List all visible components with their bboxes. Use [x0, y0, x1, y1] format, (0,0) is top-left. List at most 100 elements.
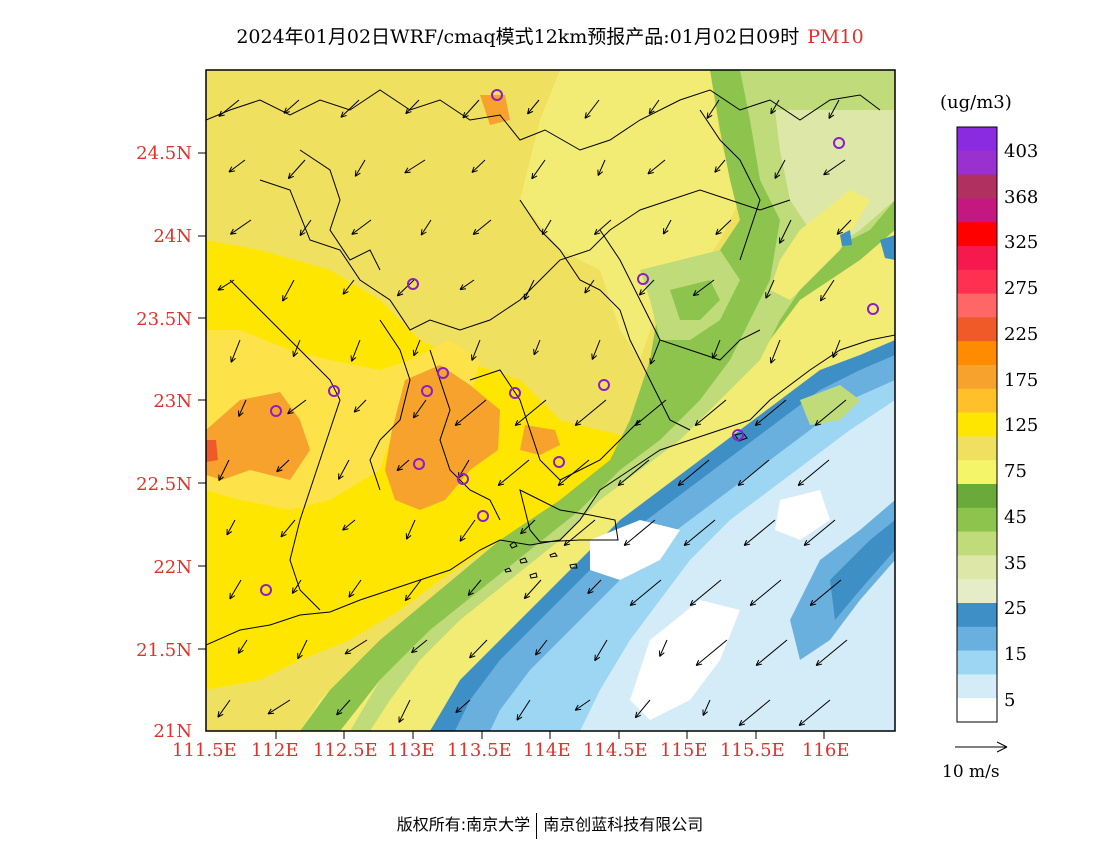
colorbar-swatch	[957, 650, 997, 675]
wind-arrow	[634, 399, 667, 426]
colorbar-label: 403	[1004, 141, 1039, 162]
lon-label: 112.5E	[313, 740, 378, 761]
copyright-right: 南京创蓝科技有限公司	[543, 815, 704, 834]
colorbar-swatch	[957, 222, 997, 247]
colorbar-label: 25	[1004, 598, 1027, 619]
wind-arrow	[287, 399, 307, 415]
colorbar-swatch	[957, 174, 997, 199]
lon-label: 111.5E	[172, 740, 237, 761]
wind-arrow	[516, 699, 531, 721]
colorbar	[957, 127, 997, 723]
colorbar-swatch	[957, 293, 997, 318]
wind-arrow	[712, 339, 721, 359]
site-marker	[260, 584, 272, 596]
wind-arrow	[338, 459, 350, 480]
wind-arrow	[351, 339, 361, 362]
site-marker	[509, 387, 521, 399]
wind-arrow	[659, 639, 668, 657]
wind-arrow	[454, 399, 487, 426]
colorbar-swatch	[957, 579, 997, 604]
wind-arrow	[267, 699, 291, 715]
wind-arrow	[291, 579, 302, 594]
lat-label: 23N	[153, 391, 192, 412]
colorbar-swatch	[957, 269, 997, 295]
wind-arrow	[535, 639, 548, 656]
wind-arrow	[238, 399, 247, 417]
wind-arrow	[594, 639, 608, 661]
wind-arrow	[471, 339, 481, 361]
wind-arrow	[587, 579, 602, 594]
lon-label: 114.5E	[583, 740, 648, 761]
colorbar-swatch	[957, 484, 997, 509]
site-marker	[867, 303, 879, 315]
colorbar-label: 175	[1004, 370, 1039, 391]
lat-label: 21.5N	[136, 640, 192, 661]
wind-arrow	[647, 159, 666, 175]
wind-arrow	[237, 639, 248, 654]
wind-arrow	[287, 159, 306, 179]
colorbar-swatch	[957, 150, 997, 176]
colorbar-swatch	[957, 555, 997, 580]
wind-arrow	[797, 459, 830, 486]
lat-label: 21N	[153, 721, 192, 742]
wind-arrow	[755, 639, 788, 666]
wind-arrow	[814, 399, 847, 426]
wind-arrow	[832, 339, 841, 358]
colorbar-swatch	[957, 460, 997, 485]
colorbar-swatch	[957, 412, 997, 437]
wind-arrow	[798, 699, 831, 726]
wind-arrow	[412, 399, 427, 419]
wind-arrow	[413, 339, 421, 356]
wind-arrow	[584, 99, 600, 119]
wind-arrow	[714, 159, 726, 173]
wind-arrow	[737, 459, 770, 486]
wind-arrow	[226, 519, 236, 536]
lon-label: 113E	[387, 740, 435, 761]
wind-arrow	[743, 519, 776, 546]
colorbar-swatch	[957, 698, 997, 723]
colorbar-swatch	[957, 388, 997, 414]
wind-arrow	[469, 639, 488, 659]
lat-label: 22N	[153, 557, 192, 578]
wind-arrow	[217, 279, 235, 291]
lon-label: 115.5E	[720, 740, 785, 761]
wind-arrow	[836, 219, 852, 235]
colorbar-swatch	[957, 365, 997, 390]
wind-arrow	[217, 699, 231, 718]
wind-arrow	[455, 699, 471, 713]
site-marker	[413, 458, 425, 470]
colorbar-label: 368	[1004, 187, 1039, 208]
wind-arrow	[809, 579, 842, 606]
title-species: PM10	[807, 26, 864, 48]
site-marker	[457, 473, 469, 485]
lat-label: 23.5N	[136, 309, 192, 330]
site-marker	[407, 278, 419, 290]
wind-arrow	[397, 279, 415, 297]
colorbar-label: 5	[1004, 690, 1016, 711]
wind-arrow	[754, 399, 787, 426]
wind-arrow	[629, 579, 662, 606]
wind-arrow	[648, 99, 660, 115]
wind-arrow	[353, 399, 367, 413]
wind-arrow	[297, 639, 308, 660]
lon-label: 116E	[802, 740, 850, 761]
wind-arrow	[467, 579, 482, 596]
wind-arrow	[692, 279, 715, 297]
wind-arrow	[634, 699, 651, 719]
colorbar-swatch	[957, 603, 997, 628]
site-marker	[598, 379, 610, 391]
wind-arrow	[774, 159, 786, 179]
colorbar-swatch	[957, 626, 997, 652]
colorbar-label: 325	[1004, 232, 1039, 253]
lon-label: 113.5E	[447, 740, 512, 761]
colorbar-swatch	[957, 341, 997, 366]
reference-vector-label: 10 m/s	[942, 762, 1000, 782]
wind-arrow	[749, 579, 782, 606]
axis-ticks	[198, 152, 825, 739]
wind-arrow	[533, 339, 541, 356]
wind-arrow	[617, 459, 650, 486]
colorbar-swatch	[957, 127, 997, 152]
chart-title: 2024年01月02日WRF/cmaq模式12km预报产品:01月02日09时 P…	[0, 22, 1100, 49]
wind-arrow	[649, 339, 661, 365]
